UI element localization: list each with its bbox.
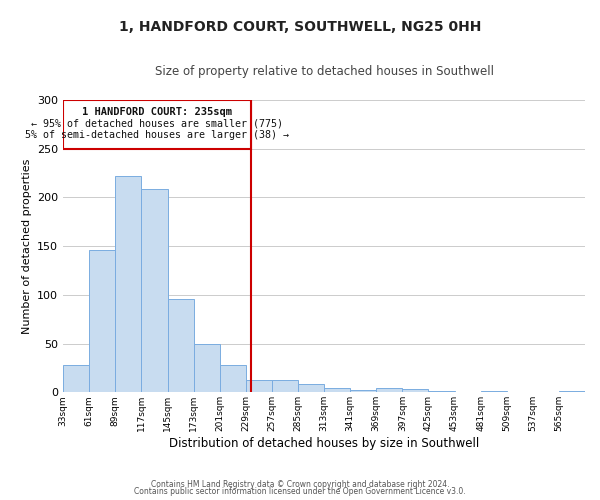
Bar <box>403 390 428 392</box>
Bar <box>272 380 298 392</box>
Bar <box>298 384 324 392</box>
Y-axis label: Number of detached properties: Number of detached properties <box>22 158 32 334</box>
Bar <box>115 176 142 392</box>
Text: Contains public sector information licensed under the Open Government Licence v3: Contains public sector information licen… <box>134 487 466 496</box>
Bar <box>142 188 167 392</box>
Bar <box>89 250 115 392</box>
Bar <box>167 299 194 392</box>
Bar <box>246 380 272 392</box>
Bar <box>194 344 220 392</box>
Bar <box>220 365 246 392</box>
Bar <box>324 388 350 392</box>
Text: Contains HM Land Registry data © Crown copyright and database right 2024.: Contains HM Land Registry data © Crown c… <box>151 480 449 489</box>
Bar <box>350 390 376 392</box>
Text: 1, HANDFORD COURT, SOUTHWELL, NG25 0HH: 1, HANDFORD COURT, SOUTHWELL, NG25 0HH <box>119 20 481 34</box>
X-axis label: Distribution of detached houses by size in Southwell: Distribution of detached houses by size … <box>169 437 479 450</box>
Text: ← 95% of detached houses are smaller (775): ← 95% of detached houses are smaller (77… <box>31 118 283 128</box>
Bar <box>376 388 403 392</box>
FancyBboxPatch shape <box>63 100 251 148</box>
Title: Size of property relative to detached houses in Southwell: Size of property relative to detached ho… <box>155 65 494 78</box>
Bar <box>63 365 89 392</box>
Text: 1 HANDFORD COURT: 235sqm: 1 HANDFORD COURT: 235sqm <box>82 107 232 117</box>
Text: 5% of semi-detached houses are larger (38) →: 5% of semi-detached houses are larger (3… <box>25 130 289 140</box>
